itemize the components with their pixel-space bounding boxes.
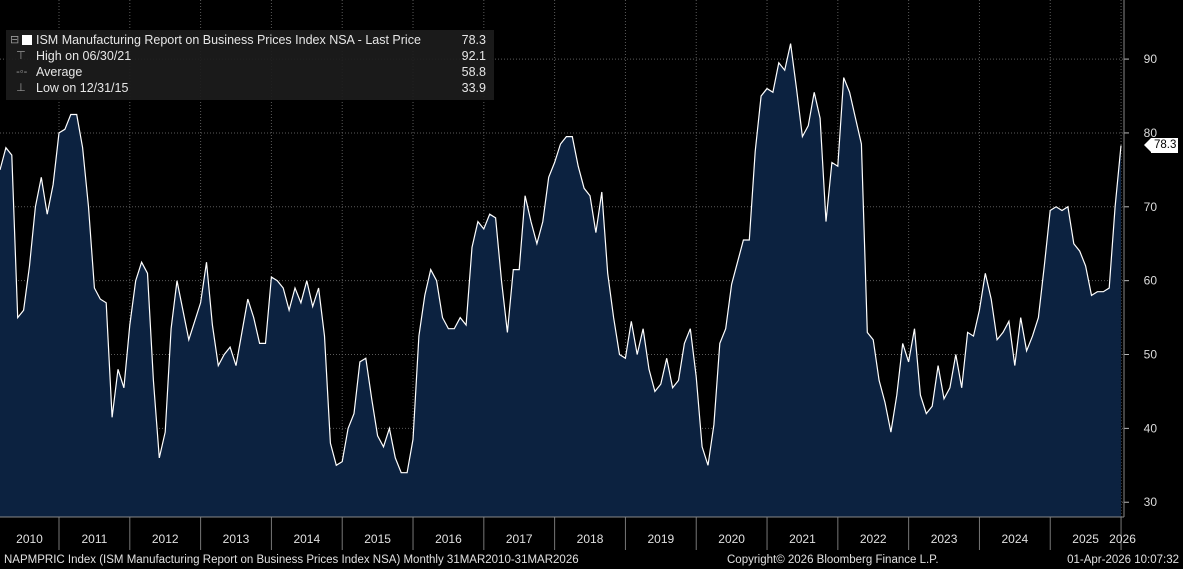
- y-tick-label: 60: [1144, 274, 1158, 288]
- x-tick-label: 2010: [16, 532, 43, 546]
- y-tick-label: 90: [1144, 52, 1158, 66]
- x-tick-label: 2012: [152, 532, 179, 546]
- x-tick-label: 2011: [81, 532, 107, 546]
- footer: NAPMPRIC Index (ISM Manufacturing Report…: [0, 551, 1183, 569]
- series-line: [0, 43, 1122, 474]
- x-tick-label: 2024: [1001, 532, 1028, 546]
- x-tick-label: 2022: [860, 532, 887, 546]
- x-tick-label: 2021: [789, 532, 816, 546]
- x-tick-label: 2013: [223, 532, 250, 546]
- x-tick-label: 2014: [293, 532, 320, 546]
- legend-low: ⊥ Low on 12/31/15 33.9: [6, 80, 494, 96]
- legend-high-value: 92.1: [461, 49, 486, 63]
- x-tick-label: 2015: [364, 532, 391, 546]
- x-tick-label: 2017: [506, 532, 533, 546]
- y-tick-label: 70: [1144, 200, 1158, 214]
- legend-series-value: 78.3: [461, 33, 486, 47]
- legend-low-value: 33.9: [461, 81, 486, 95]
- footer-ticker-info: NAPMPRIC Index (ISM Manufacturing Report…: [4, 554, 579, 566]
- y-tick-label: 40: [1144, 421, 1158, 435]
- low-marker-icon: ⊥: [10, 82, 26, 94]
- last-price-badge: 78.3: [1143, 138, 1179, 153]
- legend-average-value: 58.8: [461, 65, 486, 79]
- x-tick-label: 2025: [1072, 532, 1099, 546]
- footer-copyright: Copyright© 2026 Bloomberg Finance L.P.: [727, 554, 939, 566]
- high-marker-icon: ⊤: [10, 50, 26, 62]
- legend-low-label: Low on 12/31/15: [36, 81, 129, 95]
- legend-high: ⊤ High on 06/30/21 92.1: [6, 48, 494, 64]
- y-axis: 30 40 50 60 70 80 90: [1123, 0, 1158, 517]
- y-tick-label: 50: [1144, 348, 1158, 362]
- x-tick-label: 2019: [647, 532, 674, 546]
- y-tick-label: 80: [1144, 126, 1158, 140]
- collapse-icon[interactable]: ⊟: [10, 34, 20, 46]
- average-marker-icon: -◦-: [10, 66, 28, 78]
- series-area: [0, 43, 1121, 517]
- legend-series: ⊟ ISM Manufacturing Report on Business P…: [6, 32, 494, 48]
- series-swatch-icon: [22, 35, 32, 45]
- x-axis: 2010 2011 2012 2013 2014 2015 2016 2017 2018 2019…: [0, 516, 1136, 550]
- x-tick-label: 2020: [718, 532, 745, 546]
- y-tick-label: 30: [1144, 495, 1158, 509]
- legend-average-label: Average: [36, 65, 83, 79]
- legend-average: -◦- Average 58.8: [6, 64, 494, 80]
- x-tick-label: 2016: [435, 532, 462, 546]
- legend-high-label: High on 06/30/21: [36, 49, 132, 63]
- x-tick-label: 2026: [1109, 532, 1136, 546]
- legend-series-label: ISM Manufacturing Report on Business Pri…: [36, 33, 421, 47]
- x-tick-label: 2018: [577, 532, 604, 546]
- x-tick-label: 2023: [931, 532, 958, 546]
- chart-legend: ⊟ ISM Manufacturing Report on Business P…: [6, 30, 494, 100]
- footer-timestamp: 01-Apr-2026 10:07:32: [1067, 554, 1179, 566]
